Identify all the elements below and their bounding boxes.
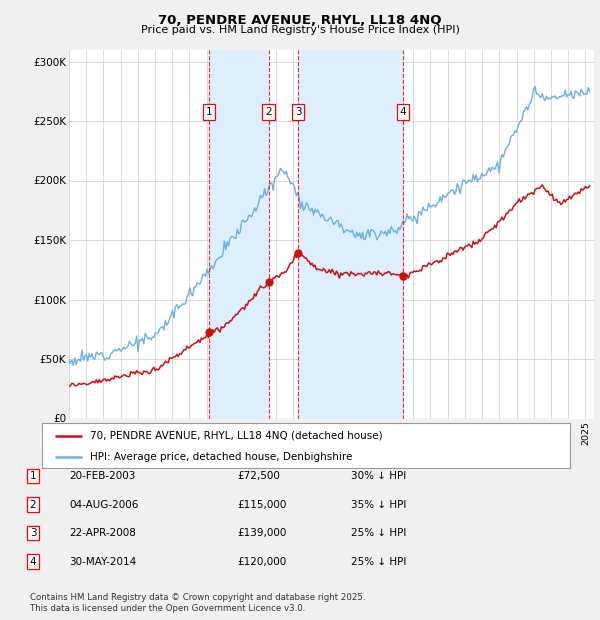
Text: 3: 3: [29, 528, 37, 538]
Text: Price paid vs. HM Land Registry's House Price Index (HPI): Price paid vs. HM Land Registry's House …: [140, 25, 460, 35]
Text: 70, PENDRE AVENUE, RHYL, LL18 4NQ: 70, PENDRE AVENUE, RHYL, LL18 4NQ: [158, 14, 442, 27]
Text: 1: 1: [29, 471, 37, 481]
Text: 4: 4: [29, 557, 37, 567]
Text: 70, PENDRE AVENUE, RHYL, LL18 4NQ (detached house): 70, PENDRE AVENUE, RHYL, LL18 4NQ (detac…: [89, 430, 382, 441]
Text: £72,500: £72,500: [237, 471, 280, 481]
Text: 1: 1: [206, 107, 212, 117]
Text: 25% ↓ HPI: 25% ↓ HPI: [351, 557, 406, 567]
Text: £120,000: £120,000: [237, 557, 286, 567]
Text: 4: 4: [400, 107, 406, 117]
Text: 35% ↓ HPI: 35% ↓ HPI: [351, 500, 406, 510]
Text: 2: 2: [29, 500, 37, 510]
Text: 2: 2: [265, 107, 272, 117]
Text: 22-APR-2008: 22-APR-2008: [69, 528, 136, 538]
Text: £115,000: £115,000: [237, 500, 286, 510]
Bar: [209, 50, 268, 419]
Text: Contains HM Land Registry data © Crown copyright and database right 2025.
This d: Contains HM Land Registry data © Crown c…: [30, 593, 365, 613]
Text: £139,000: £139,000: [237, 528, 286, 538]
Text: 30-MAY-2014: 30-MAY-2014: [69, 557, 136, 567]
Bar: [298, 50, 403, 419]
Text: 20-FEB-2003: 20-FEB-2003: [69, 471, 136, 481]
Text: 25% ↓ HPI: 25% ↓ HPI: [351, 528, 406, 538]
Text: 30% ↓ HPI: 30% ↓ HPI: [351, 471, 406, 481]
Text: 04-AUG-2006: 04-AUG-2006: [69, 500, 139, 510]
Text: HPI: Average price, detached house, Denbighshire: HPI: Average price, detached house, Denb…: [89, 452, 352, 462]
Text: 3: 3: [295, 107, 301, 117]
